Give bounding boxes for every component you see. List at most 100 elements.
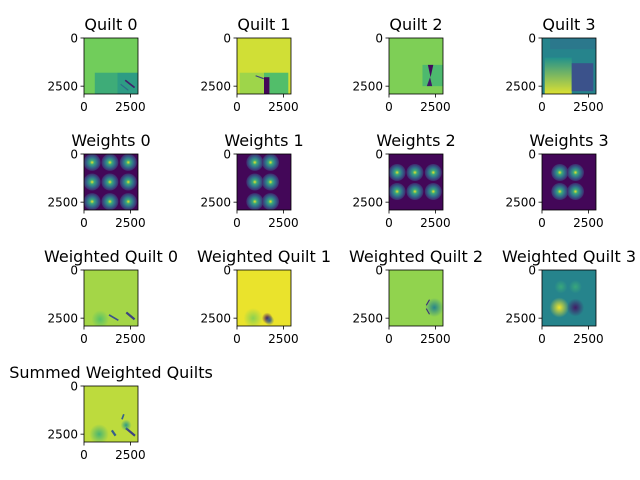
heatmap-base — [389, 154, 443, 210]
x-tick-label: 2500 — [268, 332, 299, 346]
y-tick-label: 0 — [223, 32, 231, 46]
y-tick-label: 2500 — [47, 80, 78, 94]
heatmap-base — [542, 270, 596, 326]
heatmap-stripe — [125, 311, 136, 321]
heatmap-region — [264, 72, 289, 94]
x-tick-label: 2500 — [420, 332, 451, 346]
y-tick-label: 2500 — [47, 428, 78, 442]
y-tick-label: 2500 — [505, 196, 536, 210]
y-tick-label: 2500 — [352, 80, 383, 94]
heatmap-image — [84, 386, 138, 442]
heatmap-stripe — [255, 75, 264, 80]
heatmap-stripe — [108, 314, 119, 322]
x-tick-label: 2500 — [573, 216, 604, 230]
y-tick-label: 0 — [70, 264, 78, 278]
subplot-title: Weighted Quilt 3 — [502, 247, 636, 266]
axes-frame — [236, 269, 292, 327]
weight-blob — [566, 163, 584, 181]
heatmap-gradient-region — [544, 57, 572, 94]
heatmap-glow — [120, 419, 132, 431]
axes-frame — [541, 37, 597, 95]
x-tick-label: 0 — [385, 100, 393, 114]
weight-blob — [84, 173, 101, 191]
y-tick-label: 0 — [223, 148, 231, 162]
heatmap-stripe — [425, 299, 430, 306]
weight-blob — [119, 173, 137, 191]
weight-blob — [246, 193, 264, 210]
x-tick-label: 0 — [233, 100, 241, 114]
heatmap-region — [422, 64, 443, 87]
y-tick-label: 0 — [375, 32, 383, 46]
heatmap-image — [542, 38, 596, 94]
heatmap-stripe — [425, 308, 430, 315]
axes-frame — [236, 153, 292, 211]
axes-frame — [541, 153, 597, 211]
x-tick-label: 0 — [80, 332, 88, 346]
heatmap-region — [571, 63, 594, 92]
y-tick-label: 2500 — [352, 312, 383, 326]
axes-frame — [83, 385, 139, 443]
heatmap-region — [264, 77, 270, 94]
axes-frame — [541, 269, 597, 327]
weight-blob — [261, 154, 279, 171]
heatmap-image — [84, 154, 138, 210]
weight-blob — [406, 163, 424, 181]
heatmap-image — [542, 154, 596, 210]
x-tick-label: 2500 — [573, 100, 604, 114]
axes-frame — [83, 153, 139, 211]
x-tick-label: 2500 — [573, 332, 604, 346]
weight-blob — [389, 163, 406, 181]
subplot-title: Quilt 2 — [389, 15, 442, 34]
subplot-title: Weighted Quilt 2 — [349, 247, 483, 266]
heatmap-stripe — [124, 79, 136, 89]
heatmap-image — [389, 270, 443, 326]
heatmap-glow — [569, 280, 582, 294]
weight-blob — [119, 193, 137, 210]
heatmap-glow — [243, 308, 263, 326]
subplot-title: Weights 0 — [71, 131, 150, 150]
y-tick-label: 0 — [70, 148, 78, 162]
weight-blob — [84, 193, 101, 210]
axes-frame — [83, 269, 139, 327]
x-tick-label: 0 — [80, 216, 88, 230]
x-tick-label: 0 — [233, 332, 241, 346]
heatmap-triangle — [426, 77, 433, 87]
weight-blob — [246, 154, 264, 171]
y-tick-label: 0 — [70, 32, 78, 46]
x-tick-label: 2500 — [420, 216, 451, 230]
heatmap-region — [117, 72, 138, 94]
subplot-title: Weighted Quilt 0 — [44, 247, 178, 266]
weight-blob — [566, 183, 584, 201]
heatmap-stripe — [120, 83, 129, 91]
heatmap-image — [542, 270, 596, 326]
axes-frame — [388, 153, 444, 211]
subplot-title: Quilt 0 — [84, 15, 137, 34]
heatmap-glow — [89, 424, 109, 442]
axes-frame — [83, 37, 139, 95]
heatmap-glow — [425, 298, 443, 318]
x-tick-label: 0 — [538, 332, 546, 346]
weight-blob — [551, 183, 569, 201]
heatmap-region — [239, 72, 264, 94]
heatmap-glow — [554, 280, 568, 294]
x-tick-label: 0 — [233, 216, 241, 230]
y-tick-label: 0 — [70, 380, 78, 394]
weight-blob — [101, 173, 119, 191]
subplot-title: Weights 2 — [376, 131, 455, 150]
x-tick-label: 0 — [538, 216, 546, 230]
y-tick-label: 2500 — [200, 196, 231, 210]
heatmap-glow — [566, 298, 585, 317]
x-tick-label: 0 — [80, 100, 88, 114]
x-tick-label: 2500 — [420, 100, 451, 114]
weight-blob — [101, 154, 119, 171]
